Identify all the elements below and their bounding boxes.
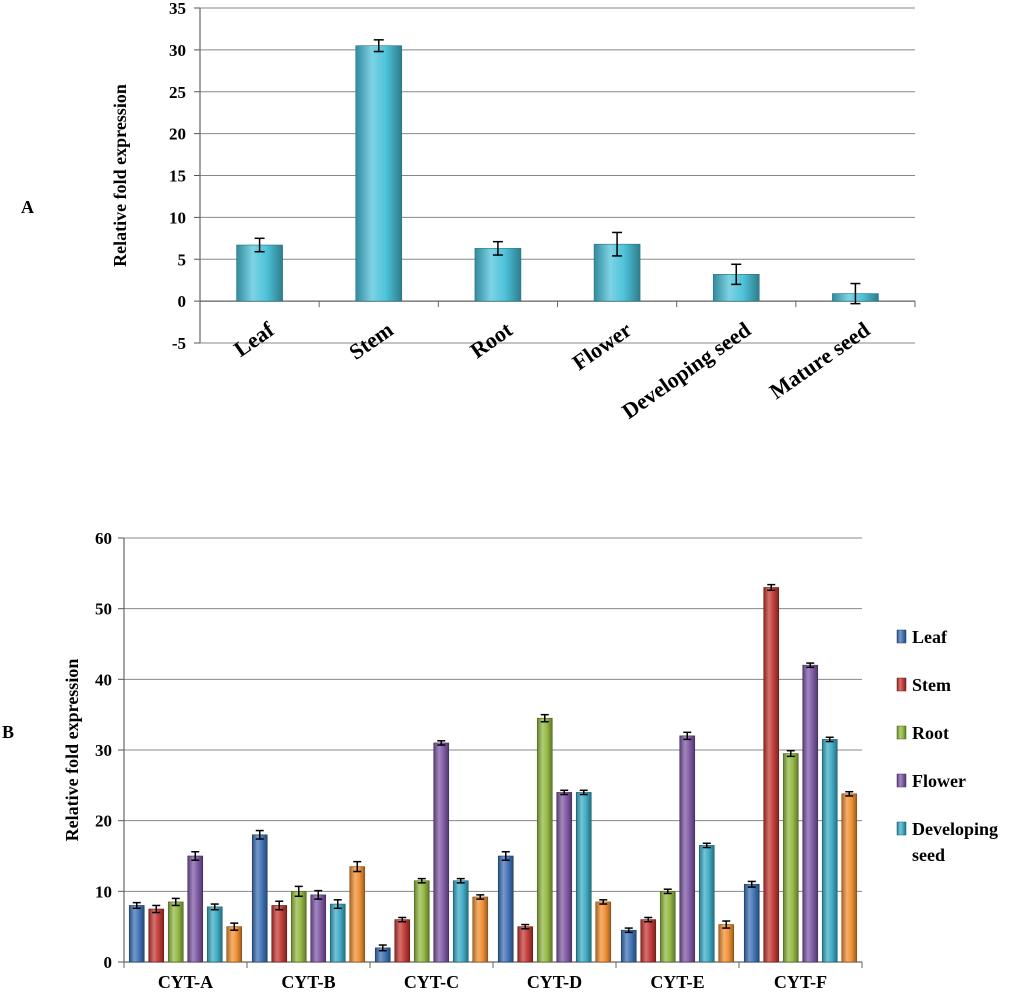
- bar: [821, 739, 838, 963]
- legend-swatch: [896, 725, 907, 740]
- bar: [355, 45, 403, 302]
- x-category-label: Flower: [568, 317, 637, 375]
- y-tick-label: 20: [169, 125, 186, 144]
- y-tick-label: 30: [95, 741, 112, 760]
- x-category-label: CYT-D: [527, 972, 582, 992]
- bar: [236, 244, 283, 302]
- legend-item: Leaf: [896, 627, 948, 647]
- bar: [452, 880, 469, 963]
- legend-label: Flower: [912, 771, 966, 791]
- legend-item: Flower: [896, 771, 966, 791]
- bar: [640, 919, 657, 963]
- panel-label-a: A: [21, 197, 34, 217]
- bar: [148, 908, 165, 963]
- x-category-label: CYT-C: [404, 972, 459, 992]
- y-tick-label: 20: [95, 812, 112, 831]
- bar: [474, 248, 522, 302]
- y-tick-label: 60: [95, 529, 112, 548]
- panel-label-b: B: [2, 722, 14, 742]
- chart-b: 60 50 40 30 20 10 0 CYT-A CYT-B CYT-C CYT-D CYT-E CY…: [2, 529, 863, 992]
- legend-label: Leaf: [912, 627, 948, 647]
- x-category-label: Developing seed: [617, 317, 755, 424]
- legend-label: Root: [912, 723, 949, 743]
- legend-swatch: [896, 821, 907, 836]
- bar: [290, 891, 307, 963]
- bar: [497, 855, 514, 963]
- legend-item: Developing seed: [896, 819, 998, 865]
- x-category-label: CYT-F: [774, 972, 827, 992]
- y-tick-label: 15: [169, 167, 186, 186]
- x-category-label: CYT-B: [281, 972, 335, 992]
- bar: [743, 883, 760, 963]
- bar: [310, 894, 327, 963]
- y-tick-label: 40: [95, 670, 112, 689]
- bar: [620, 929, 637, 963]
- legend-item: Root: [896, 723, 949, 743]
- bar: [698, 845, 715, 963]
- x-category-label: Mature seed: [765, 317, 875, 404]
- y-axis-title: Relative fold expression: [62, 659, 82, 842]
- bar: [472, 896, 489, 963]
- bar: [763, 587, 780, 963]
- bar: [394, 919, 411, 963]
- bar: [679, 735, 696, 963]
- y-tick-label: 0: [104, 953, 113, 972]
- legend-item: Stem: [896, 675, 951, 695]
- y-tick-label: -5: [172, 334, 186, 353]
- bar: [226, 926, 243, 963]
- y-axis-title: Relative fold expression: [110, 84, 130, 267]
- bar: [167, 901, 184, 963]
- bar: [433, 742, 450, 963]
- legend-label: seed: [912, 845, 945, 865]
- y-tick-label: 10: [95, 882, 112, 901]
- bar: [556, 792, 573, 963]
- bar: [413, 880, 430, 963]
- x-category-label: Root: [465, 316, 517, 363]
- bar: [659, 891, 676, 963]
- legend-label: Developing: [912, 819, 998, 839]
- y-tick-label: 5: [178, 250, 187, 269]
- bar: [329, 903, 346, 963]
- bar: [251, 834, 268, 963]
- x-category-label: Leaf: [229, 316, 279, 361]
- y-tick-label: 10: [169, 208, 186, 227]
- legend-swatch: [896, 677, 907, 692]
- x-category-label: Stem: [344, 317, 397, 365]
- y-tick-label: 0: [178, 292, 187, 311]
- y-tick-label: 30: [169, 41, 186, 60]
- bar: [575, 792, 592, 963]
- bar: [517, 926, 534, 963]
- bar: [128, 905, 145, 963]
- legend-swatch: [896, 629, 907, 644]
- bar: [595, 901, 612, 963]
- legend-swatch: [896, 773, 907, 788]
- x-category-label: CYT-A: [158, 972, 213, 992]
- y-tick-label: 50: [95, 600, 112, 619]
- bar: [841, 793, 858, 963]
- bar: [782, 753, 799, 963]
- bar: [206, 906, 223, 963]
- bar: [271, 905, 288, 963]
- legend-label: Stem: [912, 675, 951, 695]
- bar: [802, 664, 819, 963]
- y-tick-label: 25: [169, 83, 186, 102]
- bar: [536, 717, 553, 963]
- legend-b: Leaf Stem Root Flower Developing seed: [896, 627, 998, 865]
- x-category-label: CYT-E: [650, 972, 704, 992]
- bar: [718, 924, 735, 963]
- bar: [187, 855, 204, 963]
- y-tick-label: 35: [169, 0, 186, 18]
- bar: [349, 866, 366, 963]
- chart-a: 35 30 25 20 15 10 5 0 -5 Leaf Stem Root FlowerDevelo…: [21, 0, 916, 424]
